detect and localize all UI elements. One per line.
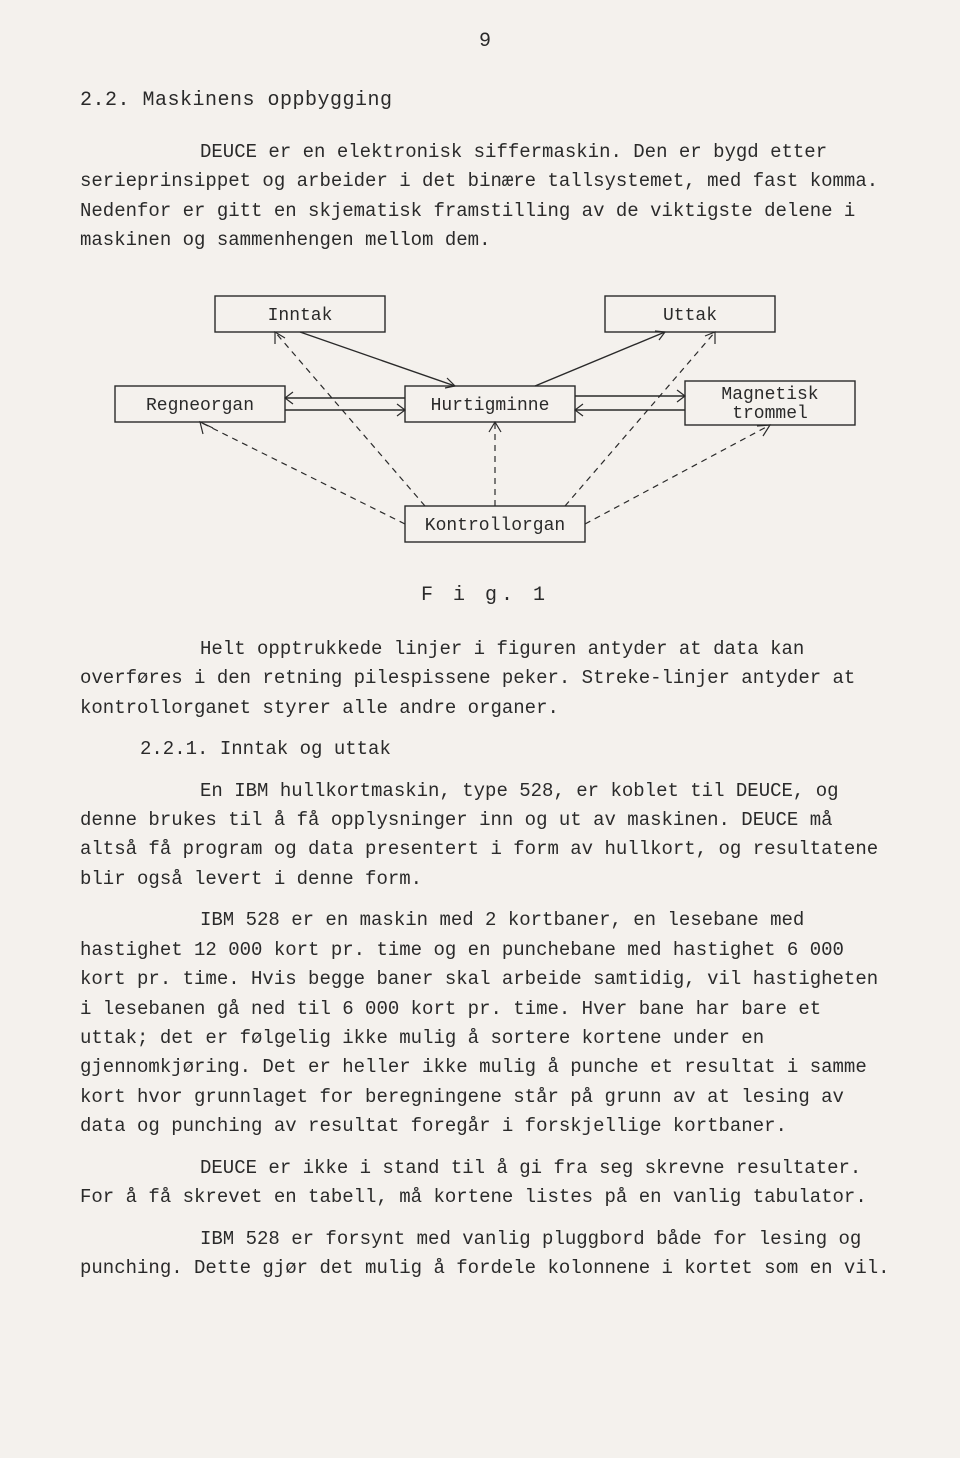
label-uttak: Uttak	[663, 306, 717, 326]
label-inntak: Inntak	[268, 306, 333, 326]
paragraph-5: DEUCE er ikke i stand til å gi fra seg s…	[80, 1154, 890, 1213]
label-hurtigminne: Hurtigminne	[431, 396, 550, 416]
label-kontrollorgan: Kontrollorgan	[425, 516, 565, 536]
page-number: 9	[80, 30, 890, 53]
edge-hurtig-uttak	[535, 332, 665, 386]
paragraph-intro: DEUCE er en elektronisk siffermaskin. De…	[80, 138, 890, 256]
paragraph-4: IBM 528 er en maskin med 2 kortbaner, en…	[80, 906, 890, 1142]
subsection-heading: 2.2.1. Inntak og uttak	[80, 735, 890, 764]
label-trommel: trommel	[732, 404, 808, 424]
label-magnetisk: Magnetisk	[721, 385, 818, 405]
ctrl-arrow-regne	[200, 422, 213, 434]
diagram: Inntak Uttak Regneorgan Hurtigminne Magn…	[80, 286, 890, 566]
label-regneorgan: Regneorgan	[146, 396, 254, 416]
ctrl-magnet	[585, 425, 770, 524]
paragraph-3: En IBM hullkortmaskin, type 528, er kobl…	[80, 777, 890, 895]
ctrl-arrow-magnet	[757, 425, 770, 436]
figure-caption: F i g. 1	[80, 584, 890, 607]
edge-inntak-hurtig	[300, 332, 455, 386]
diagram-svg: Inntak Uttak Regneorgan Hurtigminne Magn…	[105, 286, 865, 566]
paragraph-figure-explain: Helt opptrukkede linjer i figuren antyde…	[80, 635, 890, 723]
page: 9 2.2. Maskinens oppbygging DEUCE er en …	[0, 0, 960, 1458]
ctrl-inntak	[275, 332, 425, 506]
paragraph-6: IBM 528 er forsynt med vanlig pluggbord …	[80, 1225, 890, 1284]
ctrl-regne	[200, 422, 405, 524]
ctrl-uttak	[565, 332, 715, 506]
section-heading: 2.2. Maskinens oppbygging	[80, 89, 890, 112]
